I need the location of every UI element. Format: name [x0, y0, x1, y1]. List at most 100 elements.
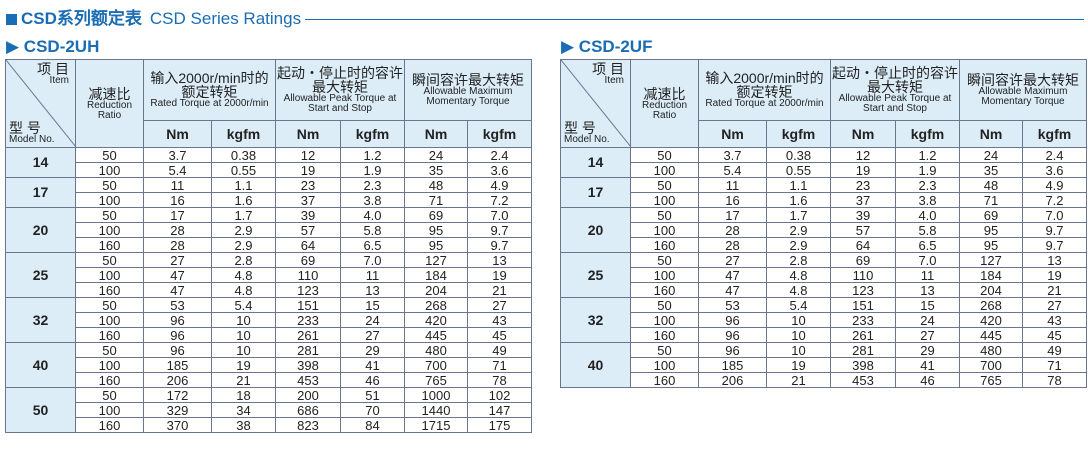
torque-value: 185: [143, 357, 212, 373]
torque-value: 10: [211, 342, 276, 358]
torque-value: 4.9: [1022, 177, 1087, 193]
data-row: 14 50 3.7 0.38 12 1.2 24 2.4: [5, 147, 532, 178]
ratio: 50: [630, 207, 699, 223]
torque-value: 95: [404, 222, 468, 238]
torque-value: 7.0: [1022, 207, 1087, 223]
torque-value: 27: [698, 252, 767, 268]
header-en: Reduction Ratio: [86, 99, 133, 121]
torque-value: 28: [698, 237, 767, 253]
data-row: 17 50 11 1.1 23 2.3 48 4.9: [5, 177, 532, 208]
torque-value: 398: [275, 357, 341, 373]
torque-value: 6.5: [340, 237, 405, 253]
ratings-table: 项 目 Item 型 号 Model No. 减速比 Reduction Ratio 输入2…: [5, 59, 532, 433]
torque-value: 200: [275, 387, 341, 403]
torque-value: 765: [959, 372, 1023, 388]
ratio: 160: [75, 327, 144, 343]
data-row: 32 50 53 5.4 151 15 268 27: [5, 297, 532, 343]
torque-value: 4.0: [895, 207, 960, 223]
torque-value: 96: [143, 342, 212, 358]
data-row: 100 47 4.8 110 11 184 19: [6, 267, 532, 283]
table-name: CSD-2UH: [23, 37, 100, 56]
torque-value: 10: [766, 342, 831, 358]
torque-value: 398: [830, 357, 896, 373]
data-row: 14 50 3.7 0.38 12 1.2 24 2.4: [560, 147, 1087, 178]
torque-value: 24: [959, 147, 1023, 163]
torque-value: 5.4: [211, 297, 276, 313]
torque-value: 4.8: [211, 267, 276, 283]
torque-value: 2.8: [766, 252, 831, 268]
torque-value: 46: [895, 372, 960, 388]
data-row: 40 50 96 10 281 29 480 49: [560, 342, 1087, 388]
torque-value: 48: [959, 177, 1023, 193]
torque-value: 11: [895, 267, 960, 283]
unit: Nm: [959, 120, 1023, 148]
torque-value: 204: [404, 282, 468, 298]
ratio: 50: [630, 177, 699, 193]
data-row: 160 96 10 261 27 445 45: [6, 327, 532, 343]
torque-value: 28: [143, 237, 212, 253]
torque-value: 268: [404, 297, 468, 313]
torque-value: 45: [1022, 327, 1087, 343]
ratio: 100: [630, 222, 699, 238]
torque-value: 268: [959, 297, 1023, 313]
header-cn: 项 目: [37, 61, 69, 77]
torque-value: 3.8: [895, 192, 960, 208]
unit: kgfm: [766, 120, 831, 148]
ratio: 160: [630, 372, 699, 388]
torque-value: 2.3: [895, 177, 960, 193]
data-row: 160 47 4.8 123 13 204 21: [6, 282, 532, 298]
ratio: 100: [75, 192, 144, 208]
torque-value: 21: [211, 372, 276, 388]
data-row: 160 96 10 261 27 445 45: [561, 327, 1087, 343]
torque-value: 71: [404, 192, 468, 208]
torque-value: 70: [340, 402, 405, 418]
torque-value: 7.0: [895, 252, 960, 268]
ratio: 100: [75, 267, 144, 283]
torque-value: 1.2: [340, 147, 405, 163]
unit: Nm: [830, 120, 896, 148]
torque-header: 起动・停止时的容许最大转矩 Allowable Peak Torque at St…: [275, 59, 405, 121]
data-row: 50 50 172 18 200 51 1000 102: [5, 387, 532, 433]
data-row: 20 50 17 1.7 39 4.0 69 7.0: [5, 207, 532, 253]
corner-bottom: 型 号 Model No.: [564, 121, 610, 145]
header-en: Item: [49, 75, 69, 86]
torque-value: 7.0: [467, 207, 532, 223]
torque-value: 37: [830, 192, 896, 208]
torque-value: 2.8: [211, 252, 276, 268]
torque-value: 1000: [404, 387, 468, 403]
torque-value: 17: [698, 207, 767, 223]
unit: kgfm: [211, 120, 276, 148]
data-row: 100 329 34 686 70 1440 147: [6, 402, 532, 418]
torque-value: 39: [275, 207, 341, 223]
model: 20: [5, 207, 76, 253]
model: 25: [5, 252, 76, 298]
torque-value: 24: [340, 312, 405, 328]
ratio-header: 减速比 Reduction Ratio: [630, 59, 699, 148]
ratio: 160: [630, 282, 699, 298]
ratio: 100: [630, 312, 699, 328]
torque-value: 3.8: [340, 192, 405, 208]
torque-value: 4.8: [766, 267, 831, 283]
torque-header: 起动・停止时的容许最大转矩 Allowable Peak Torque at St…: [830, 59, 960, 121]
torque-value: 261: [275, 327, 341, 343]
torque-value: 453: [830, 372, 896, 388]
torque-value: 127: [959, 252, 1023, 268]
torque-value: 172: [143, 387, 212, 403]
torque-value: 11: [698, 177, 767, 193]
torque-value: 78: [467, 372, 532, 388]
subtitle: ▶ CSD-2UF: [561, 37, 653, 56]
torque-value: 4.8: [211, 282, 276, 298]
torque-value: 96: [143, 327, 212, 343]
header-cn: 瞬间容许最大转矩: [412, 72, 524, 88]
corner-cell: 项 目 Item 型 号 Model No.: [5, 59, 76, 148]
header-cn: 起动・停止时的容许最大转矩: [832, 65, 958, 95]
torque-value: 4.0: [340, 207, 405, 223]
ratio: 50: [75, 297, 144, 313]
torque-value: 21: [467, 282, 532, 298]
torque-value: 71: [467, 357, 532, 373]
data-row: 100 28 2.9 57 5.8 95 9.7: [561, 222, 1087, 238]
data-row: 40 50 96 10 281 29 480 49: [5, 342, 532, 388]
torque-value: 185: [698, 357, 767, 373]
torque-value: 233: [830, 312, 896, 328]
